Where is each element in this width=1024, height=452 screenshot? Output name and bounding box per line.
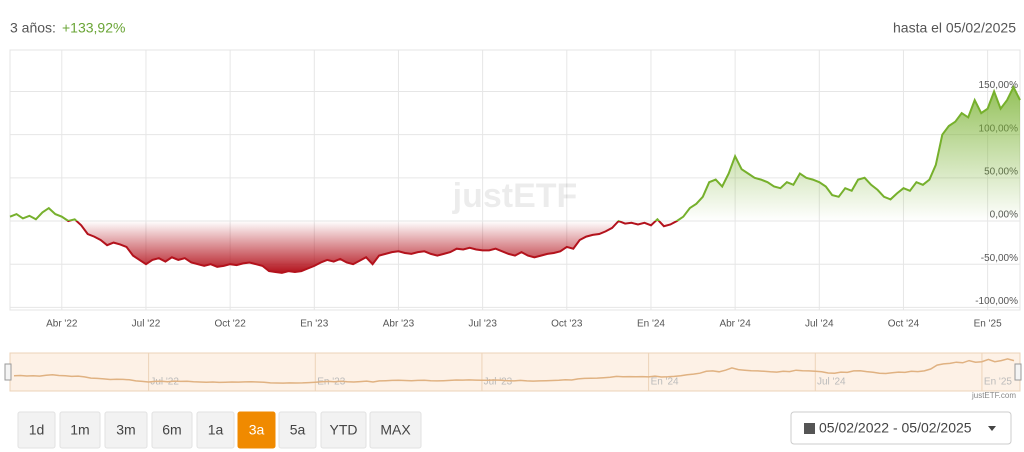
range-button-box[interactable]	[369, 411, 422, 449]
range-button-box[interactable]	[237, 411, 276, 449]
range-button[interactable]: 6m	[151, 411, 193, 449]
credit: justETF.com	[971, 391, 1016, 400]
range-button-box[interactable]	[104, 411, 148, 449]
range-button-label[interactable]: 3m	[116, 422, 135, 438]
navigator-tick-label: Jul '23	[484, 377, 513, 388]
range-button-box[interactable]	[278, 411, 317, 449]
range-button-label[interactable]: 1m	[70, 422, 89, 438]
as-of-date: hasta el 05/02/2025	[893, 20, 1016, 36]
range-button-label[interactable]: MAX	[380, 422, 411, 438]
x-tick-label: En '25	[974, 319, 1002, 330]
x-tick-label: Jul '23	[468, 319, 497, 330]
y-tick-label: -50,00%	[981, 253, 1018, 264]
range-button[interactable]: 1a	[196, 411, 235, 449]
range-button[interactable]: 1m	[59, 411, 101, 449]
x-tick-label: Oct '23	[551, 319, 583, 330]
x-tick-label: Abr '22	[46, 319, 78, 330]
range-button-box[interactable]	[59, 411, 101, 449]
caret	[988, 426, 996, 431]
period-label: 3 años:	[10, 20, 56, 36]
calendar-icon	[804, 423, 815, 434]
range-button-label[interactable]: 1d	[29, 422, 45, 438]
navigator-tick-label: En '24	[651, 377, 679, 388]
x-tick-label: Abr '23	[383, 319, 415, 330]
x-tick-label: En '23	[300, 319, 328, 330]
range-button[interactable]: 3m	[104, 411, 148, 449]
range-button-box[interactable]	[320, 411, 367, 449]
range-button-label[interactable]: 6m	[162, 422, 181, 438]
navigator-tick-label: Jul '24	[817, 377, 846, 388]
x-tick-label: Oct '22	[214, 319, 246, 330]
range-button[interactable]: 3a	[237, 411, 276, 449]
range-button-label[interactable]: YTD	[330, 422, 358, 438]
plot: Abr '22 Jul '22 Oct '22 En '23 Abr '23 Jul '2…	[9, 50, 1021, 330]
navigator-handle[interactable]	[4, 363, 12, 381]
y-tick-label: 150,00%	[979, 80, 1019, 91]
watermark: justETF	[452, 177, 578, 215]
range-button-box[interactable]	[17, 411, 56, 449]
date-picker-box[interactable]	[790, 411, 1012, 445]
range-button-box[interactable]	[196, 411, 235, 449]
range-button-label[interactable]: 3a	[249, 422, 265, 438]
range-button[interactable]: MAX	[369, 411, 422, 449]
date-picker[interactable]: 05/02/2022 - 05/02/2025	[790, 411, 1012, 445]
range-button-label[interactable]: 5a	[290, 422, 306, 438]
x-tick-label: Jul '24	[805, 319, 834, 330]
x-tick-label: Abr '24	[719, 319, 751, 330]
range-button[interactable]: 5a	[278, 411, 317, 449]
range-button-label[interactable]: 1a	[208, 422, 224, 438]
range-button[interactable]: YTD	[320, 411, 367, 449]
navigator-content: Jul '22 En '23 Jul '23 En '24 Jul '24 En '25	[13, 353, 1015, 391]
performance: +133,92%	[62, 20, 125, 36]
date-range[interactable]: 05/02/2022 - 05/02/2025	[819, 420, 972, 436]
range-buttons: 1d 1m 3m 6m 1a 3a 5a YTD MAX	[17, 411, 422, 449]
navigator-handle[interactable]	[1014, 363, 1022, 381]
range-button-box[interactable]	[151, 411, 193, 449]
line	[9, 84, 1021, 274]
x-tick-label: Oct '24	[888, 319, 920, 330]
range-button[interactable]: 1d	[17, 411, 56, 449]
navigator-line	[13, 358, 1015, 384]
x-tick-label: En '24	[637, 319, 665, 330]
area	[10, 87, 1020, 273]
x-tick-label: Jul '22	[132, 319, 161, 330]
navigator-tick-label: En '25	[984, 377, 1012, 388]
y-tick-label: -100,00%	[975, 296, 1018, 307]
